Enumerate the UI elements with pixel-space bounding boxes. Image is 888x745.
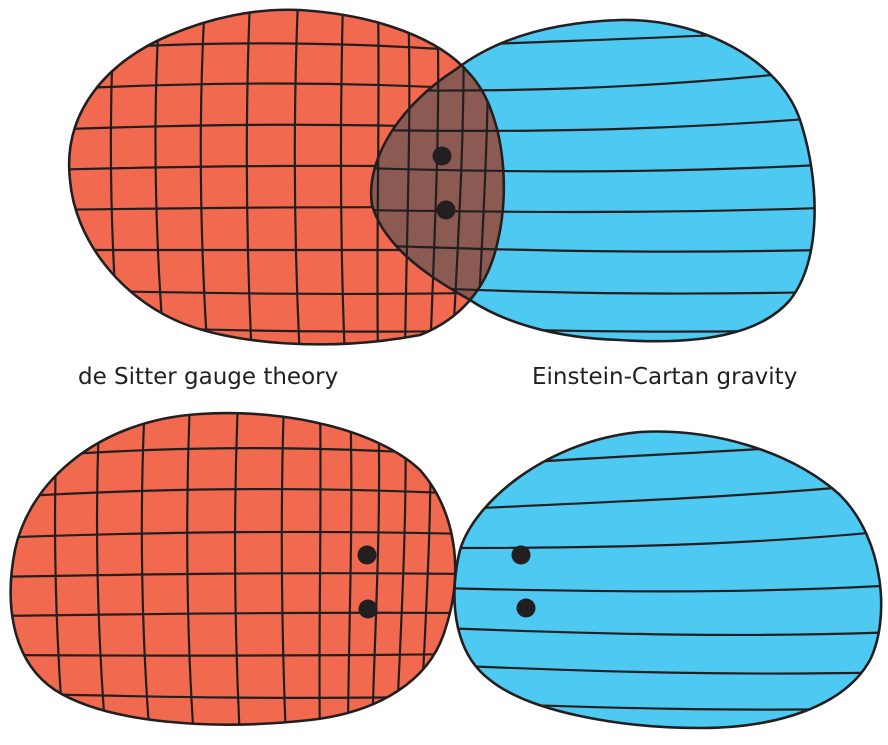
gravity-point-upper <box>511 545 531 565</box>
overlap-point-lower <box>436 200 456 220</box>
gravity-region-bottom <box>453 430 883 730</box>
gauge-grid-bottom <box>10 413 456 725</box>
label-einstein-cartan-gravity: Einstein-Cartan gravity <box>532 364 798 390</box>
label-de-sitter-gauge-theory: de Sitter gauge theory <box>78 364 339 390</box>
overlap-point-upper <box>432 146 452 166</box>
gauge-region-bottom <box>9 411 457 726</box>
gauge-point-upper <box>357 545 377 565</box>
gauge-point-lower <box>358 599 378 619</box>
gravity-point-lower <box>516 598 536 618</box>
gauge-region-bottom-fill <box>10 413 456 725</box>
